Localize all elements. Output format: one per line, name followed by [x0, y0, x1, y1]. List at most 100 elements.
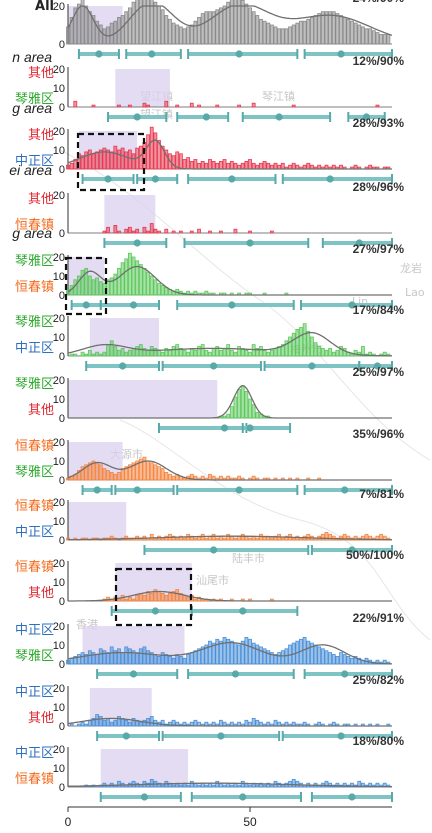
histogram-bar [342, 782, 347, 788]
histogram-bar [291, 332, 296, 357]
y-tick-label: 20 [53, 64, 65, 76]
histogram-bar [364, 533, 369, 541]
histogram-bar [153, 654, 158, 665]
interval-median-dot [82, 301, 90, 309]
histogram-bar [200, 646, 205, 665]
histogram-bar [109, 151, 114, 170]
histogram-bar [211, 784, 216, 788]
histogram-bar [255, 537, 260, 541]
histogram-bar [95, 351, 100, 357]
histogram-bar [240, 533, 245, 541]
histogram-bar [317, 346, 322, 357]
histogram-bar [149, 223, 154, 234]
histogram-bar [175, 151, 180, 170]
histogram-bar [117, 648, 121, 665]
histogram-bar [375, 659, 380, 665]
histogram-bar [168, 18, 172, 45]
histogram-bar [277, 782, 282, 788]
y-tick-label: 10 [53, 332, 65, 344]
histogram-bar [266, 162, 271, 170]
histogram-bar [189, 24, 194, 45]
histogram-bar [218, 160, 223, 170]
interval-bar [99, 300, 161, 310]
histogram-bar [233, 537, 238, 541]
histogram-bar [324, 780, 329, 788]
histogram-bar [142, 0, 147, 45]
y-tick-label: 10 [53, 394, 65, 406]
histogram-bar [91, 718, 96, 727]
histogram-bar [288, 26, 292, 45]
histogram-bar [277, 652, 282, 665]
y-tick-label: 20 [53, 558, 65, 570]
interval-bar [358, 361, 393, 371]
histogram-bar [102, 468, 107, 481]
histogram-bar [320, 648, 325, 665]
interval-bar [158, 423, 248, 433]
histogram-bar [95, 462, 100, 481]
percentage-label: 27%/97% [353, 242, 405, 256]
interval-bar [176, 300, 295, 310]
y-tick-label: 20 [53, 252, 65, 264]
histogram-bar [353, 656, 358, 665]
histogram-bar [131, 462, 136, 481]
histogram-bar [200, 13, 205, 45]
histogram-bar [178, 347, 183, 357]
percentage-label: 17%/84% [353, 303, 405, 317]
histogram-bar [189, 347, 194, 357]
density-curve [67, 265, 392, 296]
histogram-bar [335, 782, 340, 788]
histogram-bar [160, 537, 165, 541]
histogram-bar [229, 406, 234, 419]
y-tick-label: 0 [59, 475, 65, 487]
histogram-bar [324, 532, 329, 541]
histogram-bar [146, 104, 150, 108]
histogram-bar [87, 349, 92, 357]
interval-median-dot [210, 546, 218, 554]
interval-bar [176, 485, 299, 495]
histogram-bar [182, 159, 187, 170]
histogram-bar [193, 719, 198, 727]
histogram-bar [87, 275, 92, 296]
y-tick-label: 10 [53, 702, 65, 714]
histogram-bar [73, 100, 78, 108]
percentage-label: 25%/82% [353, 673, 405, 687]
side-label: g area [12, 100, 52, 116]
histogram-bar [328, 347, 333, 357]
histogram-bar [375, 32, 380, 45]
histogram-bar [87, 719, 92, 727]
interval-median-dot [228, 301, 236, 309]
histogram-bar [127, 349, 132, 357]
histogram-bar [237, 389, 242, 419]
histogram-bar [149, 779, 154, 788]
interval-bar [81, 174, 135, 184]
histogram-bar [69, 723, 74, 727]
histogram-bar [193, 650, 198, 665]
histogram-bar [98, 648, 103, 665]
histogram-bar [142, 456, 147, 481]
histogram-bar [200, 160, 205, 170]
histogram-bar [102, 351, 107, 357]
histogram-bar [208, 351, 212, 357]
histogram-bar [142, 347, 147, 357]
histogram-bar [117, 104, 121, 108]
histogram-bar [240, 780, 245, 788]
histogram-bar [320, 533, 325, 541]
histogram-bar [240, 640, 245, 665]
histogram-bar [320, 347, 325, 357]
histogram-bar [375, 104, 380, 108]
histogram-bar [233, 396, 238, 419]
x-axis: 0 50 [65, 806, 392, 829]
histogram-bar [346, 656, 351, 665]
histogram-bar [215, 9, 220, 45]
histogram-bar [175, 24, 180, 45]
histogram-bar [117, 149, 121, 170]
histogram-bar [73, 656, 78, 665]
histogram-bar [273, 654, 278, 665]
histogram-bar [284, 28, 289, 45]
interval-median-dot [228, 175, 236, 183]
histogram-bar [186, 157, 191, 170]
histogram-bar [368, 28, 373, 45]
histogram-bar [164, 594, 169, 602]
histogram-bar [109, 277, 114, 296]
